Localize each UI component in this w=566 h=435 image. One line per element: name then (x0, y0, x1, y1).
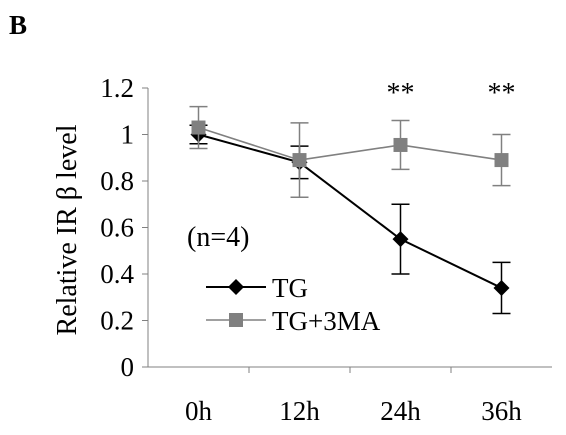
series-line (198, 133, 502, 289)
data-point (191, 120, 206, 135)
panel-label: B (9, 10, 27, 40)
legend-marker (229, 313, 243, 327)
data-point (393, 137, 408, 152)
y-tick-label: 0.6 (100, 213, 134, 243)
y-tick-label: 0 (121, 352, 135, 382)
y-tick-label: 1.2 (100, 73, 134, 103)
series-tg-3ma (189, 105, 511, 199)
legend-label: TG (272, 273, 308, 303)
x-tick-label: 36h (481, 396, 522, 426)
sample-size-annotation: (n=4) (187, 222, 249, 253)
data-point (392, 231, 409, 248)
data-point (493, 279, 510, 296)
legend-label: TG+3MA (272, 306, 381, 336)
y-ticks: 0 0.2 0.4 0.6 0.8 1 1.2 (100, 73, 148, 382)
y-tick-label: 0.2 (100, 306, 134, 336)
legend-entry: TG (206, 273, 308, 303)
significance-marker: ** (488, 78, 516, 109)
legend-entry: TG+3MA (206, 306, 381, 336)
x-ticks: 0h 12h 24h 36h (185, 367, 522, 426)
series-line (198, 126, 502, 161)
y-tick-label: 0.4 (100, 259, 134, 289)
y-tick-label: 1 (121, 120, 135, 150)
y-axis-label: Relative IR β level (52, 124, 83, 335)
x-tick-label: 12h (279, 396, 320, 426)
y-tick-label: 0.8 (100, 166, 134, 196)
significance-marker: ** (387, 78, 415, 109)
data-point (494, 153, 509, 168)
x-tick-label: 0h (185, 396, 213, 426)
legend-marker (228, 279, 244, 295)
series-layer (189, 105, 511, 315)
x-tick-label: 24h (380, 396, 421, 426)
significance-layer: ** ** (387, 78, 516, 109)
data-point (292, 153, 307, 168)
